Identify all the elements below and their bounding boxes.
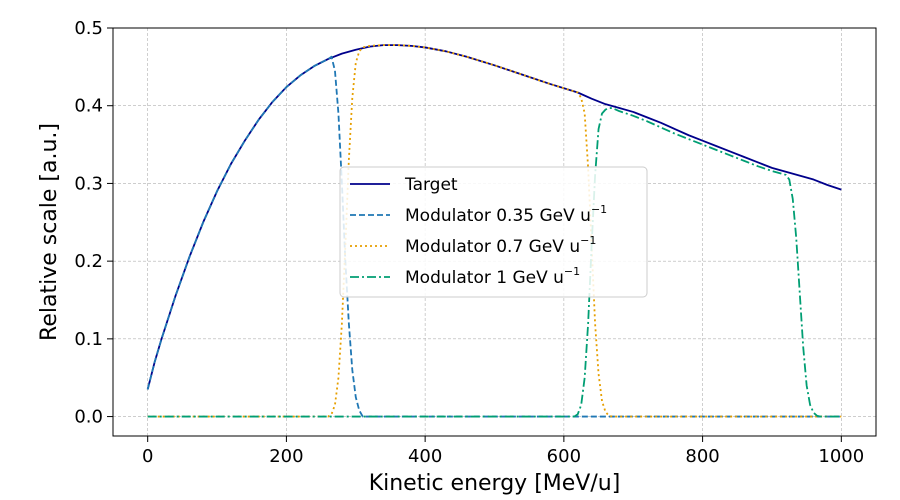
x-tick-label: 0 — [142, 446, 153, 467]
y-tick-label: 0.4 — [74, 96, 103, 117]
x-tick-label: 800 — [685, 446, 719, 467]
y-tick-label: 0.0 — [74, 407, 103, 428]
series-line-1 — [146, 55, 842, 418]
legend-box — [339, 166, 648, 298]
y-tick-label: 0.2 — [74, 251, 103, 272]
legend: Target Modulator 0.35 GeV u−1 Modulator 0.… — [339, 166, 648, 298]
legend-label-3: Modulator 1 GeV u−1 — [405, 265, 580, 288]
legend-label-0: Target — [404, 175, 458, 195]
series-line-0 — [146, 44, 842, 390]
x-axis-label: Kinetic energy [MeV/u] — [369, 471, 621, 496]
ticks: 0 200 400 600 800 1000 0.0 0.1 0.2 0.3 0.4 0.5 — [74, 18, 864, 467]
x-tick-label: 400 — [408, 446, 442, 467]
legend-label-1: Modulator 0.35 GeV u−1 — [405, 203, 607, 226]
x-tick-label: 600 — [547, 446, 581, 467]
y-tick-label: 0.5 — [74, 18, 103, 39]
legend-label-2: Modulator 0.7 GeV u−1 — [405, 234, 596, 257]
plot-frame — [112, 27, 877, 437]
y-axis-label: Relative scale [a.u.] — [37, 123, 62, 341]
y-tick-label: 0.3 — [74, 173, 103, 194]
y-tick-label: 0.1 — [74, 329, 103, 350]
x-tick-label: 1000 — [818, 446, 864, 467]
x-tick-label: 200 — [269, 446, 303, 467]
